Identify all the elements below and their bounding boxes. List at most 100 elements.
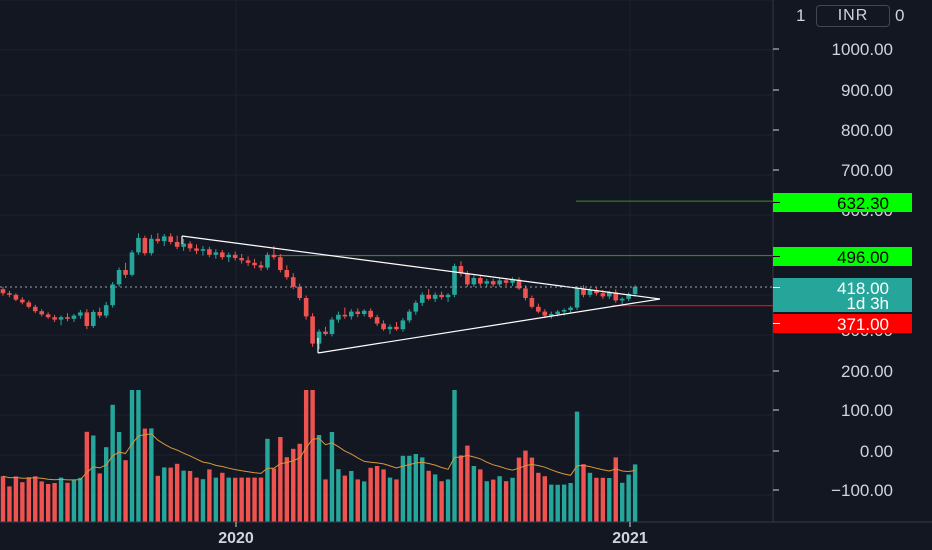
- volume-bar: [168, 467, 173, 522]
- symmetrical-triangle-drawing[interactable]: [181, 235, 661, 354]
- volume-bar: [465, 445, 470, 522]
- volume-bar: [187, 471, 193, 522]
- volume-bar: [278, 437, 283, 522]
- candle-body: [239, 258, 244, 261]
- candle-body: [110, 284, 115, 306]
- volume-bar: [303, 390, 309, 522]
- price-tag-label-target-mid: 496.00: [837, 248, 889, 267]
- candle-body: [452, 266, 457, 295]
- price-tag-last-price: [773, 278, 912, 297]
- candle-body: [226, 254, 232, 258]
- volume-bar: [349, 471, 354, 522]
- candle-body: [607, 292, 612, 297]
- time-axis[interactable]: 2020 2021: [218, 522, 648, 547]
- candle-body: [574, 288, 580, 308]
- candle-body: [465, 273, 470, 285]
- candle-body: [368, 310, 373, 318]
- volume-bar: [91, 435, 96, 522]
- candle-body: [129, 252, 135, 275]
- candle-body: [20, 299, 25, 303]
- volume-bar: [336, 469, 341, 522]
- candle-body: [458, 266, 464, 274]
- volume-bar: [213, 477, 219, 522]
- volume-bar: [271, 468, 277, 522]
- volume-bars: [0, 390, 638, 522]
- candle-body: [7, 293, 12, 295]
- candle-body: [536, 306, 541, 312]
- volume-bar: [491, 479, 496, 522]
- candle-body: [97, 312, 103, 316]
- candle-body: [13, 294, 19, 300]
- currency-selector-button[interactable]: INR: [816, 5, 890, 27]
- candle-body: [194, 248, 199, 251]
- candle-body: [271, 254, 277, 258]
- volume-bar: [194, 477, 199, 522]
- volume-bar: [626, 474, 631, 522]
- candle-body: [0, 289, 6, 294]
- volume-bar: [162, 467, 167, 522]
- volume-bar: [445, 479, 451, 522]
- volume-bar: [7, 486, 12, 522]
- volume-bar: [78, 477, 83, 522]
- volume-bar: [497, 476, 502, 522]
- volume-bar: [568, 483, 573, 522]
- horizontal-levels: [275, 200, 773, 307]
- volume-bar: [432, 474, 438, 522]
- candle-body: [342, 314, 348, 317]
- candle-body: [220, 252, 225, 258]
- candle-body: [84, 312, 90, 326]
- candle-body: [149, 238, 154, 254]
- price-tick-label: 700.00: [841, 161, 893, 180]
- volume-bar: [355, 479, 360, 522]
- candle-body: [581, 288, 586, 295]
- candle-body: [65, 317, 70, 319]
- candle-body: [284, 270, 290, 278]
- volume-bar: [478, 469, 483, 522]
- candle-body: [78, 312, 83, 316]
- volume-bar: [174, 463, 180, 522]
- volume-bar: [387, 477, 393, 522]
- volume-bar: [284, 457, 289, 522]
- volume-bar: [374, 466, 380, 522]
- volume-bar: [555, 484, 560, 522]
- candle-body: [232, 254, 238, 258]
- price-tick-label-partial-right: 0: [895, 6, 904, 25]
- volume-bar: [394, 479, 399, 522]
- candle-body: [181, 243, 186, 247]
- candle-body: [626, 294, 631, 299]
- volume-bar: [297, 443, 302, 522]
- candle-body: [387, 326, 393, 330]
- candle-body: [555, 311, 560, 314]
- volume-bar: [84, 431, 90, 522]
- price-tag-label-target-high: 632.30: [837, 194, 889, 213]
- volume-bar: [220, 472, 225, 522]
- candle-body: [490, 281, 496, 285]
- volume-bar: [104, 447, 109, 522]
- candle-body: [394, 326, 399, 330]
- volume-bar: [510, 477, 515, 522]
- candle-body: [516, 279, 522, 289]
- volume-moving-average-line: [2, 433, 636, 481]
- candle-body: [510, 279, 515, 283]
- volume-bar: [452, 390, 457, 522]
- candle-body: [174, 242, 180, 247]
- candle-body: [619, 298, 625, 301]
- price-tick-label: 0.00: [860, 442, 893, 461]
- candle-body: [323, 331, 328, 334]
- candle-body: [445, 294, 451, 298]
- volume-bar: [407, 455, 412, 522]
- candle-body: [252, 262, 257, 266]
- triangle-upper-trendline: [181, 235, 661, 300]
- volume-bar: [52, 483, 57, 522]
- candle-body: [290, 277, 296, 287]
- candle-body: [58, 317, 64, 320]
- volume-bar: [471, 466, 477, 522]
- candle-body: [478, 278, 483, 284]
- candle-body: [26, 302, 32, 307]
- volume-bar: [0, 476, 6, 522]
- volume-bar: [71, 479, 77, 522]
- volume-bar: [523, 450, 528, 522]
- candle-body: [187, 243, 193, 249]
